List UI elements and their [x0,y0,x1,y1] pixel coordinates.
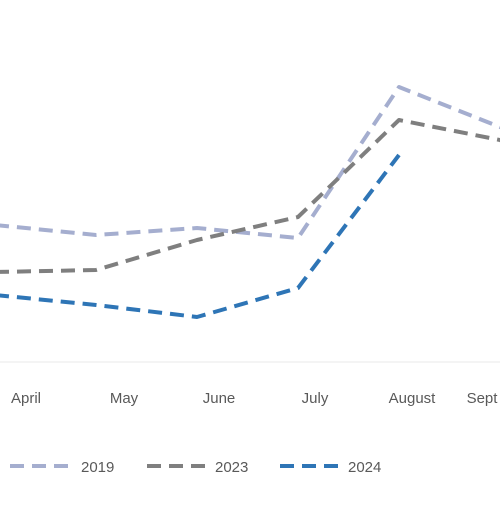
series-line-2024 [0,153,401,319]
legend-label-2023: 2023 [215,459,248,476]
x-tick-label: June [203,390,236,407]
x-tick-label: April [11,390,41,407]
x-tick-label: August [389,390,437,407]
series-layer [0,85,500,319]
legend-item-2024: 2024 [280,459,381,476]
legend-item-2019: 2019 [10,459,114,476]
legend: 2019 2023 2024 [10,459,381,476]
x-tick-label: May [110,390,139,407]
legend-label-2019: 2019 [81,459,114,476]
x-tick-labels: April May June July August Sept [11,390,498,407]
series-line-2019 [0,85,500,240]
x-tick-label: Sept [467,390,499,407]
x-tick-label: July [302,390,329,407]
legend-label-2024: 2024 [348,459,381,476]
legend-item-2023: 2023 [147,459,248,476]
series-line-2023 [0,118,500,274]
